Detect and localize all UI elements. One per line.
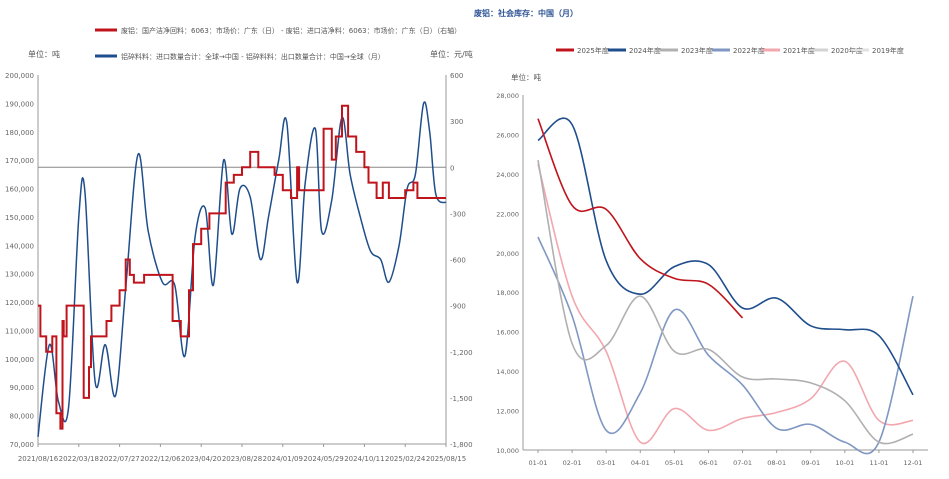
right-y-tick-label: -300 [450, 210, 466, 218]
left-y-tick-label: 80,000 [10, 413, 35, 421]
left-x-ticks: 2021/08/16 2022/03/18 2022/07/27 2022/12/06… [18, 444, 466, 463]
right-legend-label: 2023年度 [681, 46, 713, 55]
right-y-ticks: 600 300 0 -300 -600 -900 -1,200 -1,500 -1,800 [450, 72, 473, 449]
right-y-tick-label: 0 [450, 164, 454, 172]
left-x-tick-label: 2022/07/27 [99, 455, 139, 463]
right-chart-y-tick-label: 20,000 [496, 250, 519, 258]
right-chart-x-tick-label: 03-01 [597, 459, 616, 467]
right-y-tick-label: -900 [450, 303, 466, 311]
right-x-ticks: 01-01 02-01 03-01 04-01 05-01 06-01 07-01 08-01… [529, 450, 923, 467]
right-y-tick-label: -1,200 [450, 349, 473, 357]
right-chart-y-tick-label: 12,000 [496, 408, 519, 416]
right-y-tick-label: -1,500 [450, 395, 473, 403]
left-y-tick-label: 100,000 [5, 356, 34, 364]
left-y-tick-label: 90,000 [10, 384, 35, 392]
right-chart-y-tick-label: 10,000 [496, 447, 519, 455]
right-chart-y-tick-label: 16,000 [496, 329, 519, 337]
right-chart-x-tick-label: 02-01 [563, 459, 582, 467]
left-y-tick-label: 150,000 [5, 214, 34, 222]
left-x-tick-label: 2024/01/09 [263, 455, 303, 463]
left-chart: 废铝：国产洁净回料：6063：市场价：广东（日） - 废铝：进口洁净料：6063… [5, 26, 473, 463]
right-chart-x-tick-label: 01-01 [529, 459, 548, 467]
right-chart-y-tick-label: 26,000 [496, 131, 519, 139]
left-axis-unit: 单位：吨 [28, 49, 60, 59]
right-y-tick-label: -600 [450, 257, 466, 265]
right-series-line [537, 159, 914, 445]
left-legend: 废铝：国产洁净回料：6063：市场价：广东（日） - 废铝：进口洁净料：6063… [95, 26, 461, 61]
left-x-tick-label: 2024/05/29 [303, 455, 343, 463]
right-chart-y-tick-label: 22,000 [496, 210, 519, 218]
right-chart-x-tick-label: 08-01 [767, 459, 786, 467]
right-chart-x-tick-label: 04-01 [631, 459, 650, 467]
right-series-line [537, 117, 914, 396]
right-chart-y-tick-label: 24,000 [496, 171, 519, 179]
right-legend-label: 2019年度 [872, 46, 904, 55]
right-legend-label: 2022年度 [733, 46, 765, 55]
right-axis-unit: 单位：元/吨 [430, 49, 473, 59]
right-y-ticks: 28,000 26,000 24,000 22,000 20,000 18,000 16,0… [496, 92, 519, 455]
right-chart-unit: 单位：吨 [511, 72, 541, 82]
legend-label-net-import: 铝碎料料：进口数量合计：全球→中国 - 铝碎料料：出口数量合计：中国→全球（月） [121, 52, 385, 61]
right-chart-x-tick-label: 10-01 [835, 459, 854, 467]
left-y-tick-label: 70,000 [10, 441, 35, 449]
right-chart-x-tick-label: 12-01 [904, 459, 923, 467]
left-x-tick-label: 2023/08/28 [222, 455, 262, 463]
right-chart-x-tick-label: 09-01 [801, 459, 820, 467]
left-y-tick-label: 160,000 [5, 186, 34, 194]
right-chart-y-tick-label: 14,000 [496, 368, 519, 376]
right-chart-y-tick-label: 28,000 [496, 92, 519, 100]
right-series-line [537, 163, 914, 445]
left-x-tick-label: 2025/02/24 [385, 455, 426, 463]
right-y-tick-label: -1,800 [450, 441, 473, 449]
left-y-tick-label: 170,000 [5, 157, 34, 165]
left-y-tick-label: 130,000 [5, 271, 34, 279]
left-x-tick-label: 2024/10/11 [344, 455, 384, 463]
left-y-tick-label: 180,000 [5, 129, 34, 137]
series-line-net-import [37, 101, 447, 437]
left-y-tick-label: 190,000 [5, 100, 34, 108]
legend-label-spread: 废铝：国产洁净回料：6063：市场价：广东（日） - 废铝：进口洁净料：6063… [121, 26, 461, 35]
right-chart-x-tick-label: 06-01 [699, 459, 718, 467]
left-y-tick-label: 110,000 [5, 327, 34, 335]
right-chart-y-tick-label: 18,000 [496, 289, 519, 297]
right-legend-label: 2025年度 [577, 46, 609, 55]
right-series-lines [537, 117, 914, 455]
right-legend: 2025年度 2024年度 2023年度 2022年度 2021年度 2020年度 2019… [556, 46, 904, 55]
right-chart: 废铝：社会库存：中国（月） 2025年度 2024年度 2023年度 2022年度 20… [474, 8, 928, 467]
left-y-tick-label: 140,000 [5, 242, 34, 250]
left-x-tick-label: 2022/12/06 [140, 455, 181, 463]
left-x-tick-label: 2025/08/15 [426, 455, 466, 463]
left-y-tick-label: 120,000 [5, 299, 34, 307]
right-chart-x-tick-label: 07-01 [733, 459, 752, 467]
right-series-line [537, 236, 914, 455]
right-y-tick-label: 300 [450, 118, 463, 126]
left-x-tick-label: 2023/04/20 [181, 455, 221, 463]
right-legend-label: 2021年度 [783, 46, 815, 55]
right-legend-label: 2020年度 [831, 46, 863, 55]
left-y-tick-label: 200,000 [5, 72, 34, 80]
left-x-tick-label: 2022/03/18 [59, 455, 99, 463]
right-series-line [537, 118, 744, 319]
right-chart-x-tick-label: 11-01 [869, 459, 888, 467]
right-chart-title: 废铝：社会库存：中国（月） [474, 8, 578, 18]
right-y-tick-label: 600 [450, 72, 463, 80]
series-line-spread [38, 104, 446, 430]
left-x-tick-label: 2021/08/16 [18, 455, 59, 463]
right-legend-label: 2024年度 [629, 46, 661, 55]
left-y-ticks: 200,000 190,000 180,000 170,000 160,000 150,0… [5, 72, 34, 449]
right-chart-x-tick-label: 05-01 [665, 459, 684, 467]
